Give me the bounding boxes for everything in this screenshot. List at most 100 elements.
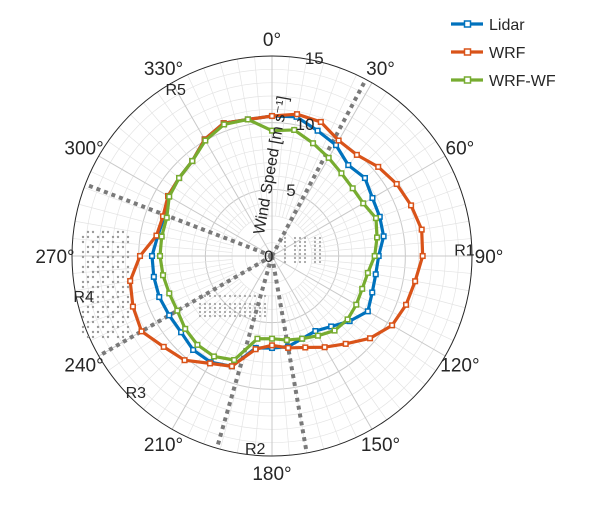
region-label: R4 — [73, 289, 94, 306]
footprint-dot — [303, 252, 307, 256]
angular-minor-grid-line — [254, 295, 269, 456]
series-marker-wrf — [389, 322, 396, 329]
angular-minor-grid-line — [78, 203, 234, 246]
series-marker-wrf — [138, 328, 145, 335]
footprint-dot — [111, 315, 115, 319]
footprint-dot — [198, 306, 202, 310]
footprint-dot — [96, 325, 100, 329]
footprint-dot — [253, 302, 257, 306]
series-marker-wrf-wf — [166, 193, 173, 200]
footprint-dot — [86, 250, 90, 254]
angle-tick-label: 240° — [64, 356, 103, 377]
angular-minor-grid-line — [236, 295, 266, 454]
footprint-dot — [101, 230, 105, 234]
legend-label-wrf-wf: WRF-WF — [489, 73, 556, 90]
footprint-dot — [293, 260, 297, 264]
series-marker-wrf-wf — [159, 272, 167, 279]
footprint-dot — [263, 294, 267, 298]
footprint-dot — [86, 230, 90, 234]
legend-label-wrf: WRF — [489, 45, 526, 62]
footprint-dot — [303, 244, 307, 248]
footprint-dot — [213, 302, 217, 306]
angular-minor-grid-line — [311, 259, 472, 274]
radius-tick-label: 0 — [264, 247, 273, 266]
footprint-dot — [86, 275, 90, 279]
angle-tick-label: 180° — [252, 464, 291, 485]
footprint-dot — [106, 245, 110, 249]
series-marker-wrf-wf — [202, 137, 209, 144]
legend-marker-wrf-wf — [463, 76, 472, 84]
footprint-dot — [283, 248, 287, 252]
footprint-dot — [238, 314, 242, 318]
footprint-dot — [203, 306, 207, 310]
footprint-dot — [318, 244, 322, 248]
footprint-dot — [101, 310, 105, 314]
footprint-dot — [318, 240, 322, 244]
legend-marker-lidar — [463, 20, 472, 28]
footprint-dot — [116, 260, 120, 264]
footprint-dot — [116, 310, 120, 314]
footprint-dot — [101, 275, 105, 279]
series-marker-lidar — [328, 323, 335, 330]
series-marker-wrf-wf — [254, 335, 261, 342]
footprint-dot — [111, 280, 115, 284]
angular-minor-grid-line — [294, 288, 388, 421]
footprint-dot — [121, 260, 125, 264]
footprint-dot — [293, 240, 297, 244]
footprint-dot — [96, 250, 100, 254]
footprint-dot — [116, 280, 120, 284]
footprint-dot — [248, 310, 252, 314]
footprint-dot — [233, 306, 237, 310]
footprint-dot — [91, 260, 95, 264]
footprint-dot — [126, 285, 130, 289]
footprint-dot — [96, 285, 100, 289]
series-marker-wrf-wf — [331, 327, 338, 334]
series-marker-wrf-wf — [325, 154, 332, 161]
footprint-dot — [111, 285, 115, 289]
footprint-dot — [228, 314, 232, 318]
footprint-dot — [243, 306, 247, 310]
angular-grid-line — [98, 155, 273, 257]
series-marker-wrf-wf — [221, 121, 228, 128]
angular-minor-grid-line — [282, 294, 325, 450]
angular-minor-grid-line — [275, 56, 290, 217]
footprint-dot — [248, 302, 252, 306]
footprint-dot — [223, 306, 227, 310]
series-marker-wrf-wf — [314, 332, 322, 339]
footprint-dot — [81, 315, 85, 319]
footprint-dot — [303, 260, 307, 264]
angular-minor-grid-line — [297, 286, 401, 410]
footprint-dot — [91, 315, 95, 319]
footprint-dot — [86, 235, 90, 239]
footprint-dot — [101, 305, 105, 309]
footprint-dot — [126, 315, 130, 319]
footprint-dot — [228, 294, 232, 298]
footprint-dot — [91, 335, 95, 339]
footprint-dot — [101, 295, 105, 299]
angular-minor-grid-line — [309, 269, 461, 325]
footprint-dot — [96, 235, 100, 239]
footprint-dot — [126, 265, 130, 269]
angle-tick-label: 210° — [144, 435, 183, 456]
footprint-dot — [218, 310, 222, 314]
footprint-dot — [111, 330, 115, 334]
footprint-dot — [121, 255, 125, 259]
angle-tick-label: 330° — [144, 59, 183, 80]
series-marker-wrf — [302, 344, 309, 351]
data-series — [127, 111, 426, 370]
series-marker-wrf-wf — [268, 127, 276, 134]
angular-minor-grid-line — [275, 295, 290, 456]
region-label: R1 — [454, 242, 475, 259]
series-marker-wrf — [412, 278, 419, 285]
angular-minor-grid-line — [236, 58, 266, 217]
footprint-dot — [111, 270, 115, 274]
footprint-dot — [86, 290, 90, 294]
footprint-dot — [126, 310, 130, 314]
series-marker-wrf-wf — [268, 335, 276, 342]
footprint-dot — [233, 302, 237, 306]
footprint-dot — [106, 275, 110, 279]
footprint-dot — [116, 290, 120, 294]
footprint-dot — [106, 240, 110, 244]
series-marker-wrf — [408, 202, 415, 209]
